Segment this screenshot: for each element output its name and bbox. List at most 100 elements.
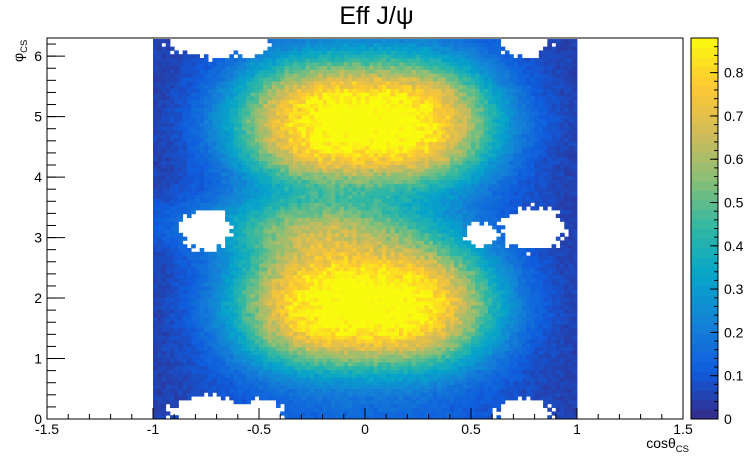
heatmap-bin [386, 248, 391, 253]
heatmap-bin [288, 278, 294, 283]
heatmap-bin [449, 331, 455, 336]
heatmap-bin [157, 411, 162, 416]
heatmap-bin [229, 362, 234, 367]
heatmap-bin [428, 251, 434, 257]
heatmap-bin [454, 373, 459, 378]
heatmap-bin [407, 362, 413, 367]
heatmap-bin [208, 286, 213, 291]
heatmap-bin [284, 403, 290, 408]
heatmap-bin [339, 305, 345, 310]
heatmap-bin [352, 415, 357, 420]
heatmap-bin [246, 362, 251, 367]
heatmap-bin [403, 362, 408, 367]
heatmap-bin [288, 354, 294, 359]
heatmap-bin [365, 400, 370, 405]
heatmap-bin [326, 365, 332, 370]
heatmap-bin [284, 255, 290, 260]
heatmap-bin [343, 362, 349, 367]
heatmap-bin [564, 381, 569, 386]
heatmap-bin [462, 248, 468, 253]
heatmap-bin [153, 308, 158, 314]
heatmap-bin [394, 343, 400, 348]
heatmap-bin [237, 373, 243, 378]
heatmap-bin [237, 388, 243, 393]
heatmap-bin [242, 327, 247, 333]
heatmap-bin [386, 282, 391, 287]
heatmap-bin [466, 316, 472, 321]
heatmap-bin [195, 362, 201, 367]
heatmap-bin [365, 267, 370, 272]
heatmap-bin [496, 396, 502, 401]
heatmap-bin [178, 350, 184, 355]
heatmap-bin [153, 225, 158, 230]
heatmap-bin [191, 346, 196, 352]
heatmap-bin [322, 381, 328, 386]
heatmap-bin [309, 331, 315, 336]
heatmap-bin [352, 210, 357, 215]
heatmap-bin [564, 362, 569, 367]
heatmap-bin [411, 270, 417, 276]
heatmap-bin [432, 362, 438, 367]
heatmap-bin [471, 365, 476, 370]
heatmap-bin [284, 232, 290, 238]
heatmap-bin [398, 305, 404, 310]
heatmap-bin [153, 263, 158, 268]
heatmap-bin [169, 335, 175, 340]
heatmap-bin [420, 320, 425, 325]
heatmap-bin [394, 270, 400, 276]
heatmap-bin [356, 278, 362, 283]
heatmap-bin [420, 354, 425, 359]
heatmap-bin [199, 335, 205, 340]
heatmap-bin [343, 244, 349, 249]
heatmap-bin [360, 396, 366, 401]
heatmap-bin [356, 289, 362, 295]
heatmap-bin [437, 305, 442, 310]
heatmap-bin [521, 350, 527, 355]
heatmap-bin [445, 274, 451, 279]
heatmap-bin [318, 327, 323, 333]
heatmap-bin [564, 400, 569, 405]
heatmap-bin [339, 346, 345, 352]
heatmap-bin [538, 377, 544, 382]
heatmap-bin [568, 415, 574, 420]
heatmap-bin [297, 297, 302, 302]
heatmap-bin [259, 396, 264, 401]
heatmap-bin [360, 225, 366, 230]
heatmap-bin [454, 255, 459, 260]
heatmap-bin [543, 297, 548, 302]
heatmap-bin [437, 267, 442, 272]
heatmap-bin [568, 362, 574, 367]
heatmap-bin [352, 305, 357, 310]
heatmap-bin [369, 373, 374, 378]
heatmap-bin [411, 308, 417, 314]
heatmap-bin [377, 259, 383, 264]
heatmap-bin [165, 354, 171, 359]
heatmap-bin [356, 346, 362, 352]
heatmap-bin [500, 282, 506, 287]
heatmap-bin [356, 221, 362, 226]
heatmap-bin [182, 388, 188, 393]
heatmap-bin [449, 278, 455, 283]
heatmap-bin [530, 362, 535, 367]
heatmap-bin [267, 251, 273, 257]
heatmap-bin [572, 221, 578, 226]
heatmap-bin [169, 278, 175, 283]
heatmap-bin [174, 312, 179, 317]
heatmap-bin [174, 324, 179, 329]
heatmap-bin [564, 213, 569, 219]
heatmap-bin [534, 286, 540, 291]
heatmap-bin [322, 335, 328, 340]
heatmap-bin [348, 240, 353, 245]
heatmap-bin [424, 346, 429, 352]
heatmap-bin [487, 248, 493, 253]
heatmap-bin [560, 365, 565, 370]
heatmap-bin [356, 305, 362, 310]
heatmap-bin [220, 255, 226, 260]
heatmap-bin [373, 251, 379, 257]
heatmap-bin [292, 400, 298, 405]
heatmap-bin [411, 312, 417, 317]
heatmap-bin [441, 346, 446, 352]
heatmap-bin [331, 396, 336, 401]
heatmap-bin [555, 396, 561, 401]
heatmap-bin [407, 293, 413, 298]
